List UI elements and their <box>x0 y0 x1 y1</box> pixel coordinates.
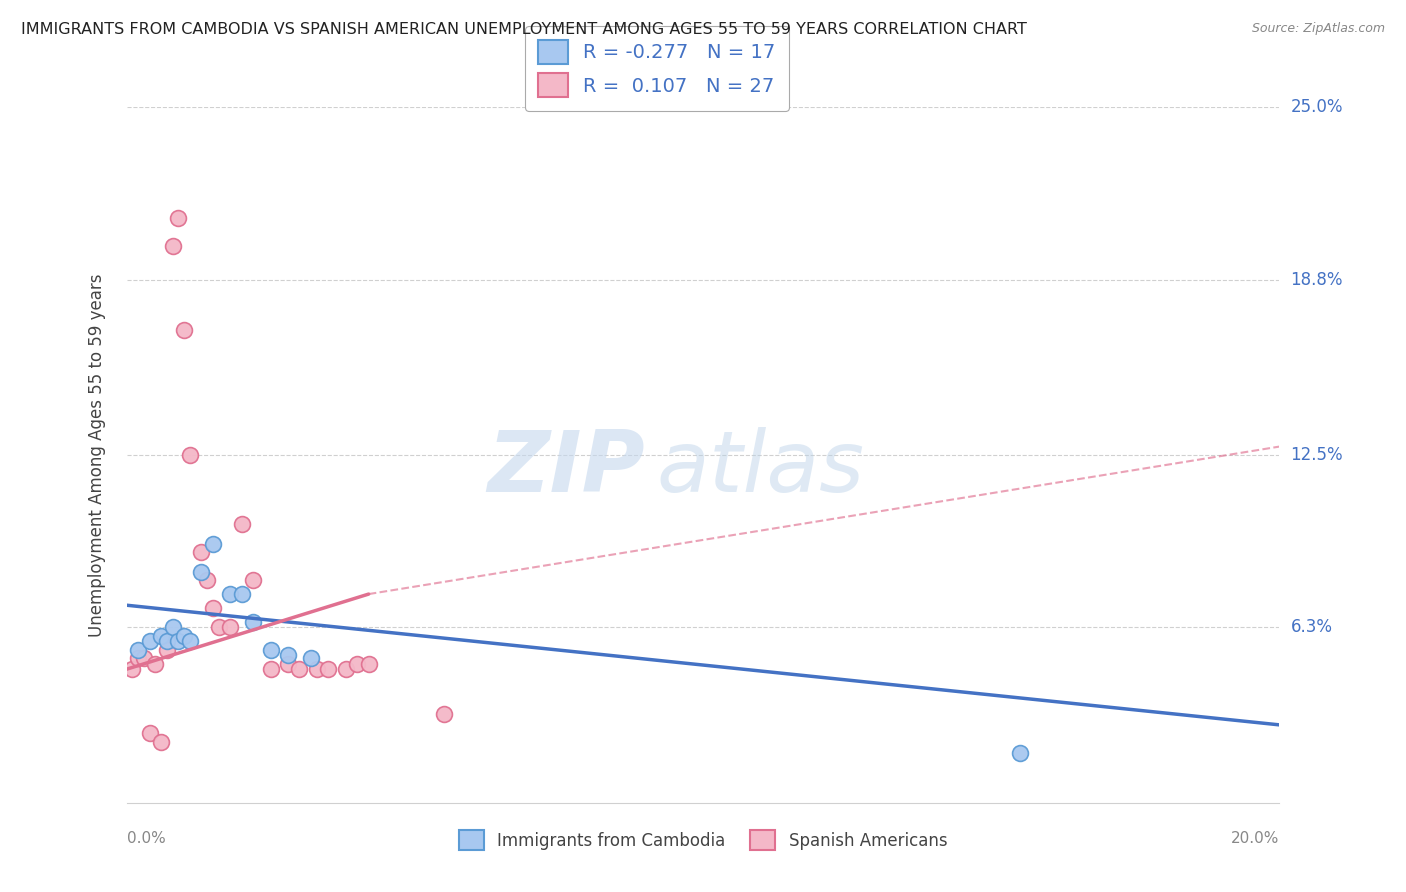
Point <box>132 651 155 665</box>
Text: atlas: atlas <box>657 427 865 510</box>
Point <box>162 620 184 634</box>
Point <box>127 651 149 665</box>
Point <box>173 629 195 643</box>
Point <box>277 648 299 663</box>
Point <box>242 615 264 629</box>
Point <box>156 642 179 657</box>
Point <box>288 662 311 676</box>
Point <box>190 565 212 579</box>
Point <box>259 642 281 657</box>
Point <box>219 620 242 634</box>
Point <box>231 587 253 601</box>
Point <box>433 706 456 721</box>
Point <box>190 545 212 559</box>
Point <box>156 634 179 648</box>
Point <box>259 662 281 676</box>
Point <box>150 734 173 748</box>
Point <box>335 662 357 676</box>
Point <box>179 448 201 462</box>
Point <box>318 662 340 676</box>
Point <box>299 651 322 665</box>
Text: 20.0%: 20.0% <box>1232 830 1279 846</box>
Text: ZIP: ZIP <box>488 427 645 510</box>
Point <box>202 537 225 551</box>
Text: 25.0%: 25.0% <box>1291 98 1343 116</box>
Text: 0.0%: 0.0% <box>127 830 166 846</box>
Text: 12.5%: 12.5% <box>1291 446 1343 464</box>
Point <box>179 634 201 648</box>
Point <box>219 587 242 601</box>
Legend: Immigrants from Cambodia, Spanish Americans: Immigrants from Cambodia, Spanish Americ… <box>453 823 953 857</box>
Text: 6.3%: 6.3% <box>1291 618 1333 637</box>
Point <box>145 657 166 671</box>
Point <box>121 662 143 676</box>
Point <box>202 601 225 615</box>
Point <box>150 629 173 643</box>
Point <box>277 657 299 671</box>
Text: 18.8%: 18.8% <box>1291 270 1343 289</box>
Text: Source: ZipAtlas.com: Source: ZipAtlas.com <box>1251 22 1385 36</box>
Point <box>162 239 184 253</box>
Point <box>208 620 231 634</box>
Point <box>127 642 149 657</box>
Point <box>167 211 190 226</box>
Point <box>242 573 264 587</box>
Point <box>231 517 253 532</box>
Point <box>357 657 380 671</box>
Y-axis label: Unemployment Among Ages 55 to 59 years: Unemployment Among Ages 55 to 59 years <box>87 273 105 637</box>
Point <box>195 573 218 587</box>
Point <box>346 657 368 671</box>
Text: IMMIGRANTS FROM CAMBODIA VS SPANISH AMERICAN UNEMPLOYMENT AMONG AGES 55 TO 59 YE: IMMIGRANTS FROM CAMBODIA VS SPANISH AMER… <box>21 22 1026 37</box>
Point <box>173 323 195 337</box>
Point <box>167 634 190 648</box>
Point <box>138 634 160 648</box>
Point <box>305 662 328 676</box>
Point <box>1010 746 1032 760</box>
Point <box>138 726 160 740</box>
